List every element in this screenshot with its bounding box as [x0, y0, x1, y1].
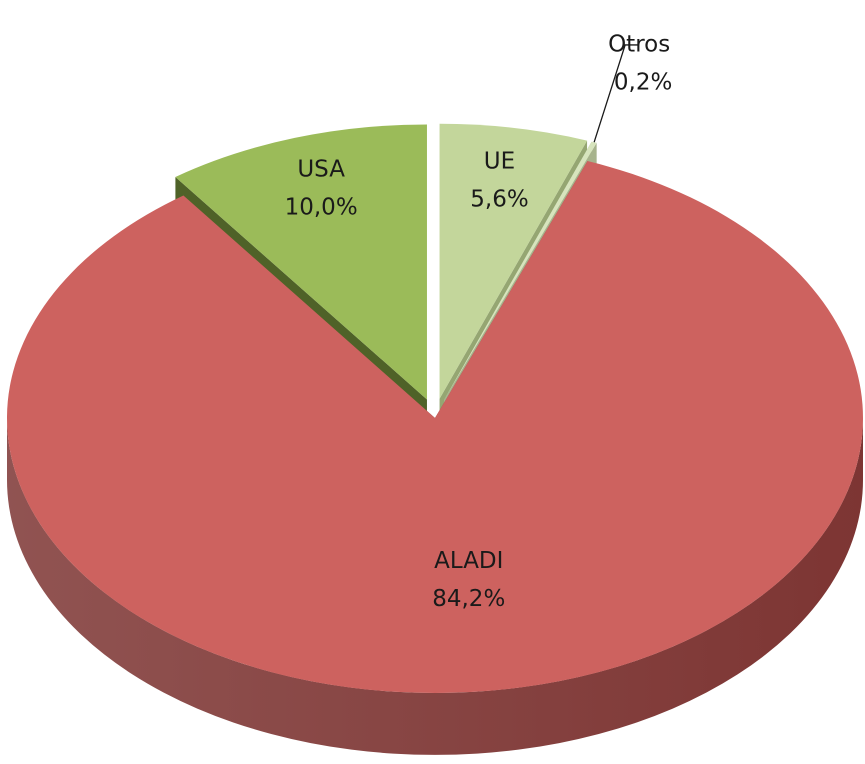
slice-label: ALADI — [434, 548, 503, 574]
slice-label: Otros — [608, 31, 670, 57]
slice-value-label: 10,0% — [285, 195, 358, 221]
slice-value-label: 0,2% — [614, 69, 672, 95]
slice-value-label: 5,6% — [470, 187, 528, 213]
pie-tops — [6, 123, 864, 693]
pie-slice — [444, 141, 597, 400]
pie-slice — [175, 124, 427, 400]
slice-value-label: 84,2% — [432, 586, 505, 612]
leader-line — [593, 44, 640, 143]
data-labels: UE 5,6% Otros 0,2% ALADI 84,2% USA 10,0% — [285, 31, 673, 612]
pie-slice — [6, 161, 864, 693]
slice-label: UE — [484, 149, 515, 175]
slice-outer-side — [7, 418, 863, 755]
pie-slice — [439, 123, 588, 399]
slice-label: USA — [297, 157, 345, 183]
